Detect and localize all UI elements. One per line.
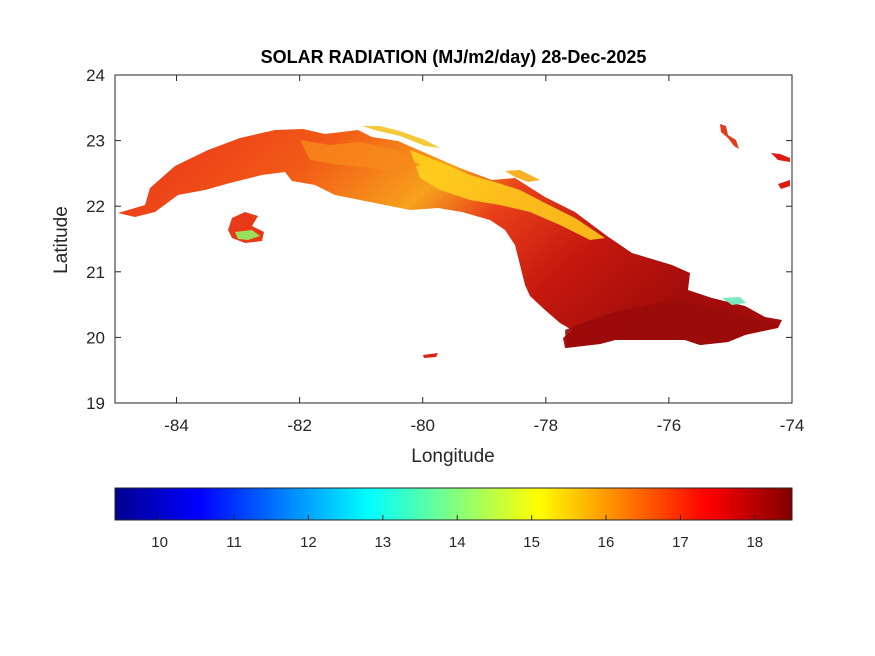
colorbar-tick-label: 15 bbox=[523, 534, 540, 551]
isla-bright-patch bbox=[235, 230, 260, 240]
x-tick-label: -76 bbox=[657, 416, 682, 435]
bahamas-fragment bbox=[720, 124, 739, 149]
colorbar-tick-label: 10 bbox=[151, 534, 168, 551]
axis-ticks: -84 -82 -80 -78 -76 -74 19 20 21 22 23 24 bbox=[86, 66, 804, 435]
colorbar-tick-label: 11 bbox=[226, 534, 242, 551]
y-tick-label: 22 bbox=[86, 197, 105, 216]
x-tick-label: -78 bbox=[534, 416, 559, 435]
y-tick-label: 19 bbox=[86, 394, 105, 413]
northern-cays bbox=[362, 126, 440, 148]
colorbar-tick-label: 16 bbox=[598, 534, 615, 551]
southern-fragment bbox=[423, 353, 438, 358]
dark-southeast-region bbox=[565, 300, 778, 348]
colorbar-tick-label: 17 bbox=[672, 534, 689, 551]
colorbar-tick-label: 12 bbox=[300, 534, 317, 551]
colorbar-tick-label: 18 bbox=[746, 534, 763, 551]
colorbar-ticks: 10 11 12 13 14 15 16 17 18 bbox=[151, 515, 763, 551]
map-data-layer bbox=[118, 124, 790, 358]
colorbar-tick-label: 13 bbox=[374, 534, 391, 551]
map-axes-box bbox=[114, 74, 793, 404]
y-tick-label: 20 bbox=[86, 328, 105, 347]
cuba-main-island bbox=[118, 129, 782, 348]
bright-band-west bbox=[300, 140, 420, 172]
colorbar-tick-label: 14 bbox=[449, 534, 466, 551]
haiti-tip bbox=[771, 153, 790, 162]
x-tick-label: -80 bbox=[410, 416, 435, 435]
y-tick-label: 21 bbox=[86, 263, 105, 282]
bright-band-central bbox=[410, 150, 605, 240]
y-tick-label: 23 bbox=[86, 132, 105, 151]
eastern-bright-patch bbox=[722, 297, 746, 305]
x-tick-label: -84 bbox=[164, 416, 189, 435]
northern-cays-2 bbox=[505, 170, 540, 182]
y-tick-label: 24 bbox=[86, 66, 105, 85]
map-title: SOLAR RADIATION (MJ/m2/day) 28-Dec-2025 bbox=[260, 47, 647, 67]
x-tick-label: -74 bbox=[780, 416, 805, 435]
haiti-tip-2 bbox=[778, 180, 790, 189]
colorbar bbox=[114, 487, 793, 521]
x-axis-label: Longitude bbox=[411, 446, 495, 467]
x-tick-label: -82 bbox=[287, 416, 312, 435]
